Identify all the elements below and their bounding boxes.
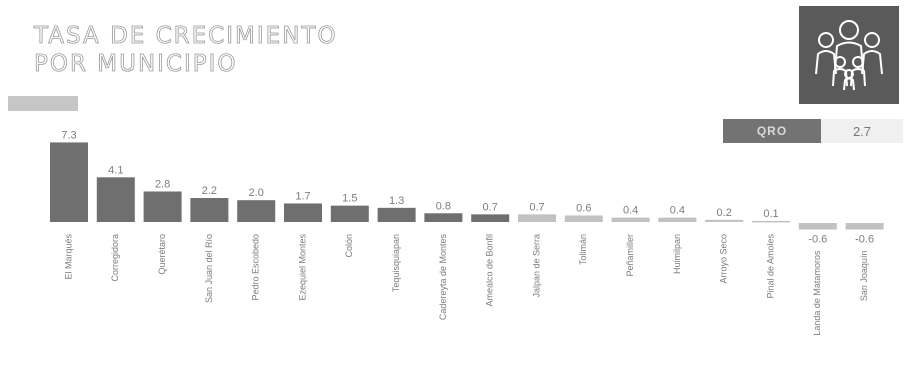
category-label: San Juan del Río: [204, 234, 214, 303]
bar: [611, 217, 650, 222]
bar: [658, 217, 697, 222]
reference-label: QRO: [723, 119, 821, 143]
data-label: 0.6: [576, 202, 591, 214]
category-label: Pinal de Amoles: [765, 234, 775, 299]
bar: [330, 205, 369, 222]
category-label: Amealco de Bonfil: [485, 234, 495, 307]
chart-title: TASA DE CRECIMIENTO POR MUNICIPIO: [34, 22, 338, 78]
category-label: San Joaquín: [859, 251, 869, 302]
data-label: 1.3: [389, 195, 404, 207]
data-label: 1.7: [295, 190, 310, 202]
category-label: Pedro Escobedo: [251, 234, 261, 301]
data-label: -0.6: [808, 234, 827, 246]
bar: [143, 191, 182, 222]
bar: [471, 214, 510, 222]
chart-title-line-2: POR MUNICIPIO: [34, 51, 238, 78]
chart-title-line-1: TASA DE CRECIMIENTO: [34, 23, 338, 50]
bar: [424, 213, 463, 222]
category-label: Huimilpan: [672, 234, 682, 274]
data-label: 0.7: [483, 201, 498, 213]
data-label: 4.1: [108, 164, 123, 176]
bar: [845, 223, 884, 230]
category-label: Tequisquiapan: [391, 234, 401, 292]
bar: [564, 215, 603, 222]
bar: [50, 142, 88, 222]
data-label: 0.2: [717, 207, 732, 219]
bar: [377, 207, 416, 222]
data-label: 2.2: [202, 185, 217, 197]
data-label: 2.8: [155, 178, 170, 190]
reference-value-box: QRO 2.7: [723, 119, 903, 143]
legend-swatch: [8, 96, 78, 111]
category-label: Corregidora: [110, 234, 120, 282]
category-label: Peñamiller: [625, 234, 635, 277]
category-label: Cadereyta de Montes: [438, 234, 448, 321]
bar: [705, 219, 744, 222]
bar: [96, 177, 135, 222]
data-label: 0.1: [763, 208, 778, 220]
category-label: Tolimán: [578, 234, 588, 265]
data-label: 0.8: [436, 200, 451, 212]
data-label: -0.6: [855, 234, 874, 246]
bar: [518, 214, 556, 222]
bar: [798, 223, 837, 230]
data-label: 1.5: [342, 193, 357, 205]
data-label: 7.3: [61, 129, 76, 141]
category-label: Colón: [344, 234, 354, 258]
reference-value: 2.7: [821, 119, 903, 143]
bar: [190, 198, 229, 222]
bar: [237, 200, 276, 222]
bar: [752, 220, 790, 223]
category-label: Querétaro: [157, 234, 167, 275]
data-label: 0.4: [670, 205, 685, 217]
data-label: 2.0: [249, 187, 264, 199]
family-group-icon: [799, 6, 899, 104]
category-label: Ezequiel Montes: [297, 234, 307, 301]
bar: [284, 203, 322, 222]
data-label: 0.4: [623, 205, 638, 217]
category-label: Landa de Matamoros: [812, 250, 822, 336]
category-label: Jalpan de Serra: [531, 234, 541, 298]
category-label: El Marqués: [63, 234, 73, 280]
category-label: Arroyo Seco: [719, 234, 729, 284]
data-label: 0.7: [529, 201, 544, 213]
